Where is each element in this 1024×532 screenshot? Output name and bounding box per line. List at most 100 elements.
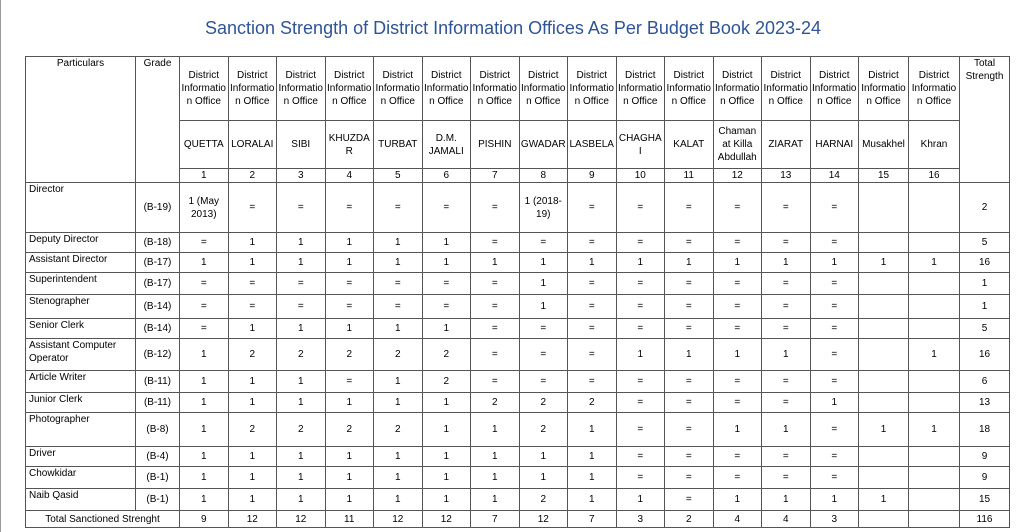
value-cell: 1 bbox=[615, 338, 665, 371]
value-cell: 1 bbox=[179, 392, 229, 413]
value-cell: 1 bbox=[567, 466, 617, 489]
value-cell: 2 bbox=[518, 392, 568, 413]
header-cell: Grade bbox=[135, 56, 180, 183]
value-cell: 1 bbox=[373, 466, 423, 489]
value-cell: = bbox=[470, 294, 520, 319]
value-cell: = bbox=[324, 294, 374, 319]
header-cell: Particulars bbox=[25, 56, 136, 183]
office-header: District Information Office bbox=[276, 56, 326, 121]
particular: Photographer bbox=[25, 412, 136, 447]
value-cell: = bbox=[615, 272, 665, 295]
value-cell: = bbox=[712, 446, 762, 467]
value-cell: = bbox=[664, 318, 714, 339]
value-cell: = bbox=[809, 338, 859, 371]
value-cell: = bbox=[712, 294, 762, 319]
row-total: 16 bbox=[959, 338, 1010, 371]
column-number: 8 bbox=[518, 168, 568, 183]
value-cell: 2 bbox=[421, 370, 471, 393]
value-cell: = bbox=[518, 232, 568, 253]
value-cell: = bbox=[761, 318, 811, 339]
grade: (B-8) bbox=[135, 412, 180, 447]
value-cell: = bbox=[179, 232, 229, 253]
grade: (B-18) bbox=[135, 232, 180, 253]
value-cell: 2 bbox=[227, 338, 277, 371]
district-name: HARNAI bbox=[809, 120, 859, 169]
footer-value: 3 bbox=[615, 510, 665, 528]
value-cell bbox=[858, 272, 909, 295]
grade: (B-11) bbox=[135, 392, 180, 413]
value-cell: = bbox=[615, 294, 665, 319]
value-cell: 1 bbox=[421, 318, 471, 339]
footer-value bbox=[858, 510, 909, 528]
data-row: Senior Clerk (B-14) = 1 1 1 1 1 = = = = = = = = 5 bbox=[25, 318, 1010, 339]
value-cell bbox=[908, 466, 960, 489]
value-cell: 1 bbox=[908, 338, 960, 371]
value-cell: = bbox=[809, 272, 859, 295]
value-cell: 2 bbox=[373, 412, 423, 447]
value-cell: = bbox=[373, 182, 423, 233]
title: Sanction Strength of District Informatio… bbox=[205, 18, 821, 38]
district-name: KALAT bbox=[664, 120, 714, 169]
value-cell: 1 bbox=[276, 318, 326, 339]
value-cell: 1 bbox=[227, 488, 277, 511]
value-cell bbox=[908, 294, 960, 319]
value-cell: = bbox=[567, 272, 617, 295]
data-row: Driver (B-4) 1 1 1 1 1 1 1 1 1 = = = = = 9 bbox=[25, 446, 1010, 467]
grade: (B-12) bbox=[135, 338, 180, 371]
particular: Naib Qasid bbox=[25, 488, 136, 511]
value-cell: = bbox=[809, 370, 859, 393]
particular: Stenographer bbox=[25, 294, 136, 319]
column-number: 6 bbox=[421, 168, 471, 183]
particular: Assistant Director bbox=[25, 252, 136, 273]
row-total: 9 bbox=[959, 466, 1010, 489]
footer-value: 12 bbox=[421, 510, 471, 528]
value-cell: = bbox=[712, 182, 762, 233]
value-cell: 1 bbox=[227, 446, 277, 467]
grade: (B-14) bbox=[135, 318, 180, 339]
value-cell bbox=[858, 392, 909, 413]
value-cell: = bbox=[712, 318, 762, 339]
value-cell: 1 bbox=[518, 294, 568, 319]
value-cell: 1 bbox=[421, 392, 471, 413]
row-total: 2 bbox=[959, 182, 1010, 233]
value-cell: = bbox=[664, 370, 714, 393]
number-row: 1 2 3 4 5 6 7 8 9 10 11 12 13 14 15 16 bbox=[26, 168, 1010, 183]
value-cell: = bbox=[712, 370, 762, 393]
value-cell: 1 bbox=[324, 466, 374, 489]
value-cell: = bbox=[615, 446, 665, 467]
value-cell: 1 bbox=[615, 488, 665, 511]
district-name: LORALAI bbox=[227, 120, 277, 169]
grade: (B-14) bbox=[135, 294, 180, 319]
value-cell bbox=[858, 182, 909, 233]
value-cell: 1 bbox=[276, 446, 326, 467]
office-header: District Information Office bbox=[421, 56, 471, 121]
value-cell bbox=[858, 318, 909, 339]
grade: (B-17) bbox=[135, 272, 180, 295]
value-cell: 1 bbox=[712, 412, 762, 447]
row-total: 13 bbox=[959, 392, 1010, 413]
footer-value: 12 bbox=[373, 510, 423, 528]
value-cell: = bbox=[324, 272, 374, 295]
data-row: Junior Clerk (B-11) 1 1 1 1 1 1 2 2 2 = = = = 1 13 bbox=[25, 392, 1010, 413]
office-header: District Information Office bbox=[518, 56, 568, 121]
data-row: Assistant Director (B-17) 1 1 1 1 1 1 1 1 1 1 1 1 1 1 1 1… bbox=[25, 252, 1010, 273]
value-cell: 1 bbox=[470, 412, 520, 447]
value-cell: = bbox=[809, 318, 859, 339]
value-cell: 1 bbox=[421, 412, 471, 447]
column-number: 16 bbox=[908, 168, 960, 183]
value-cell: 2 bbox=[518, 488, 568, 511]
value-cell: = bbox=[664, 446, 714, 467]
district-name: KHUZDAR bbox=[324, 120, 374, 169]
data-row: Article Writer (B-11) 1 1 1 = 1 2 = = = = = = = = 6 bbox=[25, 370, 1010, 393]
value-cell: 1 bbox=[179, 370, 229, 393]
column-number: 15 bbox=[858, 168, 909, 183]
value-cell: = bbox=[470, 338, 520, 371]
footer-value: 12 bbox=[518, 510, 568, 528]
value-cell: = bbox=[470, 232, 520, 253]
value-cell: 1 bbox=[858, 412, 909, 447]
value-cell: = bbox=[761, 446, 811, 467]
grade: (B-19) bbox=[135, 182, 180, 233]
footer-value: 3 bbox=[809, 510, 859, 528]
column-number: 9 bbox=[567, 168, 617, 183]
sanction-table: Particulars Grade District Information Off… bbox=[25, 56, 1010, 528]
